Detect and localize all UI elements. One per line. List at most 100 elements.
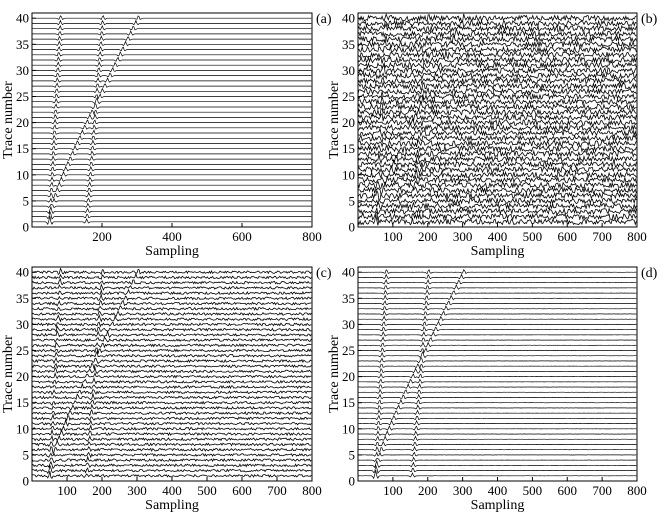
- y-tick-label: 25: [342, 89, 355, 104]
- trace-7: [32, 186, 312, 193]
- trace-29: [357, 71, 637, 81]
- trace-17: [357, 388, 637, 395]
- trace-21: [357, 367, 637, 374]
- trace-18: [358, 383, 637, 389]
- trace-37: [32, 30, 312, 36]
- x-tick-label: 600: [558, 229, 578, 244]
- x-tick-label: 700: [267, 483, 287, 498]
- trace-40: [32, 15, 312, 21]
- trace-13: [357, 153, 637, 165]
- trace-20: [32, 118, 312, 125]
- trace-4: [357, 202, 637, 211]
- trace-31: [357, 60, 637, 70]
- trace-9: [357, 175, 637, 185]
- y-tick-label: 40: [16, 265, 29, 280]
- trace-15: [32, 144, 312, 151]
- panel-label: (d): [641, 266, 658, 281]
- trace-40: [357, 13, 637, 23]
- trace-12: [358, 414, 637, 421]
- trace-11: [358, 419, 637, 426]
- y-axis-label: Trace number: [1, 81, 16, 159]
- trace-2: [358, 464, 637, 474]
- trace-40: [358, 269, 637, 275]
- x-tick-label: 200: [92, 483, 112, 498]
- x-tick-label: 100: [383, 229, 403, 244]
- y-tick-label: 30: [342, 63, 355, 78]
- panel-4: 100 200 300 400 500 600 700 800 0 5 10 15 20 25 30 35 40…: [327, 265, 658, 513]
- trace-34: [357, 300, 637, 306]
- trace-28: [357, 76, 637, 86]
- trace-35: [31, 293, 312, 302]
- trace-17: [357, 134, 637, 144]
- trace-28: [32, 77, 312, 83]
- y-tick-label: 0: [23, 474, 30, 489]
- y-tick-label: 15: [16, 395, 29, 410]
- y-tick-label: 10: [342, 167, 355, 182]
- trace-25: [357, 91, 637, 102]
- x-tick-label: 800: [627, 229, 647, 244]
- y-tick-label: 40: [342, 11, 355, 26]
- y-tick-label: 15: [342, 395, 355, 410]
- x-tick-label: 400: [488, 229, 508, 244]
- trace-14: [32, 150, 312, 156]
- trace-8: [358, 435, 637, 442]
- x-tick-label: 700: [592, 229, 612, 244]
- y-tick-label: 30: [16, 317, 29, 332]
- trace-1: [357, 470, 637, 480]
- y-tick-label: 5: [349, 447, 356, 462]
- panel-label: (c): [316, 266, 332, 281]
- y-tick-label: 0: [23, 220, 30, 235]
- trace-32: [32, 56, 312, 62]
- x-tick-label: 500: [523, 483, 543, 498]
- y-tick-label: 30: [16, 63, 29, 78]
- trace-5: [358, 451, 637, 457]
- y-tick-label: 20: [16, 115, 29, 130]
- trace-27: [31, 336, 312, 343]
- trace-38: [358, 278, 637, 285]
- trace-13: [358, 409, 637, 415]
- trace-9: [358, 430, 637, 436]
- trace-24: [32, 97, 312, 105]
- trace-38: [32, 24, 312, 31]
- trace-6: [357, 189, 637, 201]
- x-tick-label: 600: [232, 483, 252, 498]
- x-tick-label: 100: [383, 483, 403, 498]
- panel-label: (a): [316, 12, 332, 27]
- x-tick-label: 100: [57, 483, 77, 498]
- trace-9: [32, 176, 312, 182]
- trace-19: [32, 124, 312, 130]
- trace-3: [358, 459, 637, 469]
- trace-2: [31, 464, 312, 475]
- y-tick-label: 35: [342, 291, 355, 306]
- x-tick-label: 500: [523, 229, 543, 244]
- trace-25: [358, 347, 637, 354]
- trace-35: [358, 294, 637, 301]
- trace-25: [32, 93, 312, 100]
- trace-30: [32, 66, 312, 73]
- x-tick-label: 200: [418, 229, 438, 244]
- trace-16: [32, 139, 312, 146]
- trace-36: [31, 288, 312, 296]
- trace-6: [31, 446, 312, 455]
- trace-21: [32, 113, 312, 120]
- trace-20: [357, 118, 637, 127]
- y-tick-label: 25: [16, 343, 29, 358]
- plot-frame: [357, 266, 638, 482]
- trace-7: [31, 439, 312, 447]
- trace-28: [31, 330, 312, 338]
- trace-12: [357, 158, 637, 169]
- x-tick-label: 200: [92, 229, 112, 244]
- trace-29: [32, 72, 312, 78]
- trace-12: [32, 160, 312, 167]
- trace-23: [32, 357, 312, 365]
- trace-27: [32, 82, 312, 88]
- trace-6: [32, 191, 312, 199]
- y-tick-label: 30: [342, 317, 355, 332]
- trace-39: [357, 19, 637, 29]
- trace-4: [32, 202, 312, 209]
- trace-22: [32, 109, 312, 116]
- trace-11: [32, 165, 312, 172]
- trace-32: [358, 310, 637, 316]
- trace-10: [31, 424, 312, 433]
- y-tick-label: 0: [349, 220, 356, 235]
